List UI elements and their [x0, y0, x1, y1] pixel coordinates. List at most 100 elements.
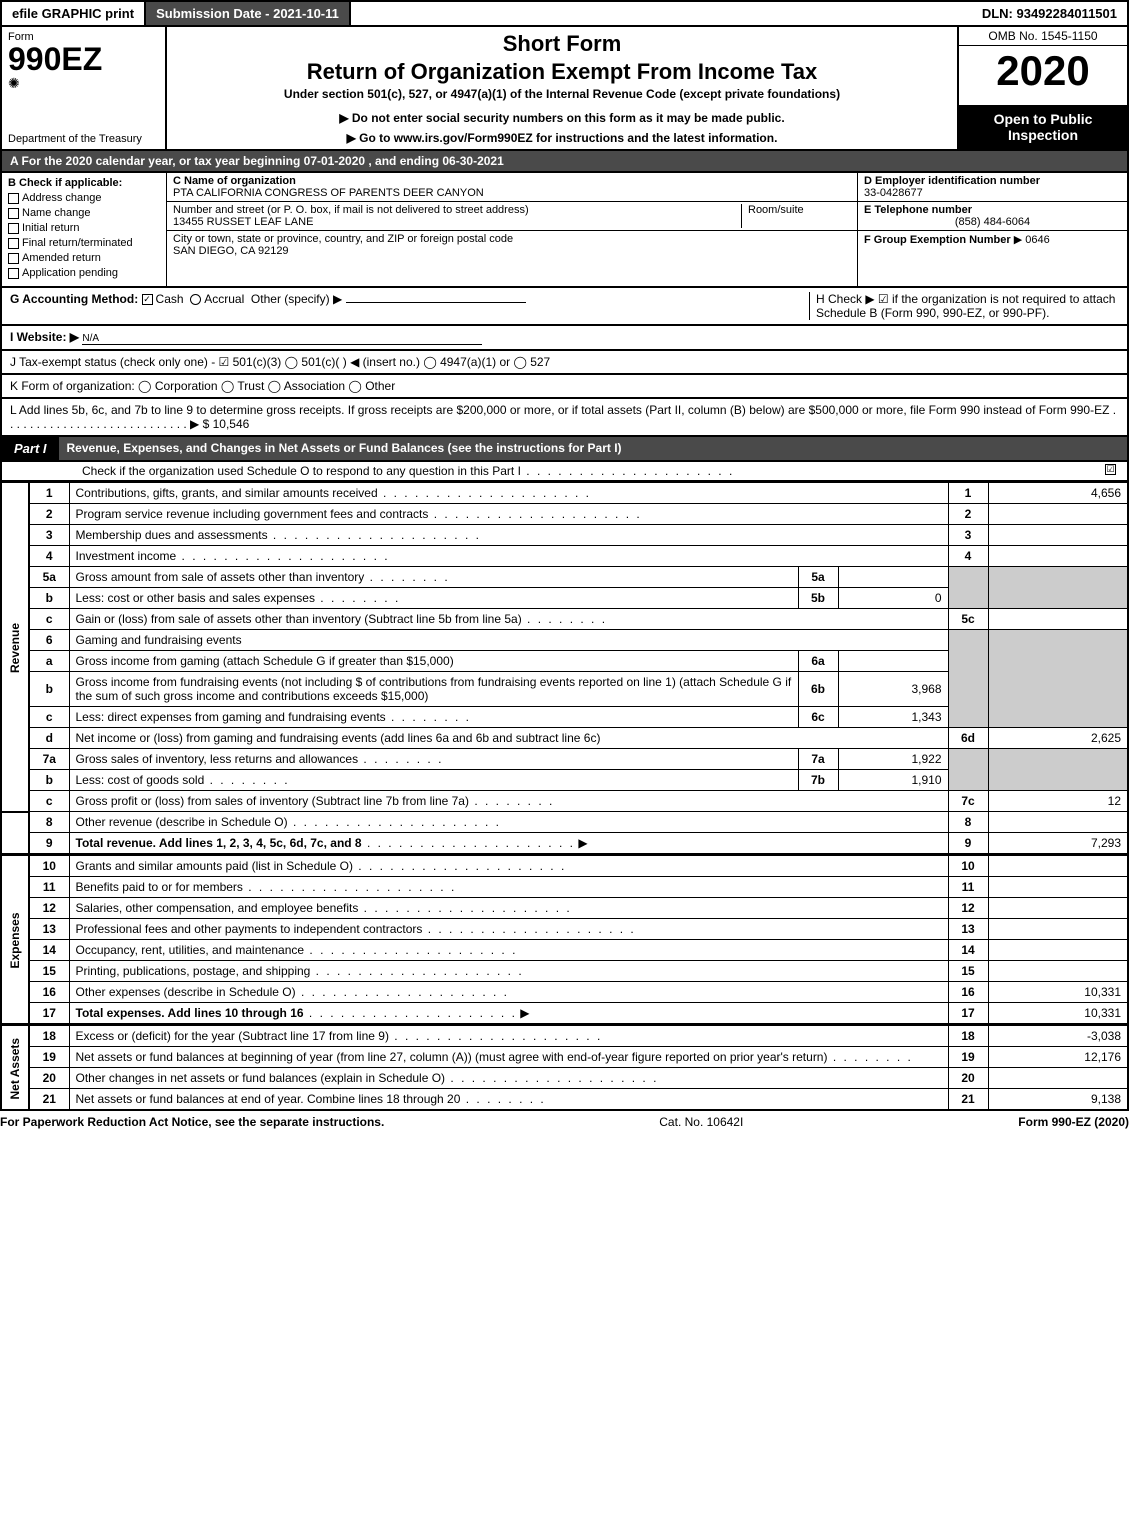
line-desc: Contributions, gifts, grants, and simila… — [69, 483, 948, 504]
org-name-value: PTA CALIFORNIA CONGRESS OF PARENTS DEER … — [173, 187, 851, 199]
form-header: Form 990EZ ✺ Department of the Treasury … — [0, 27, 1129, 151]
grey-cell — [988, 567, 1128, 609]
room-suite-label: Room/suite — [741, 204, 851, 228]
row-19: 19Net assets or fund balances at beginni… — [1, 1047, 1128, 1068]
department-label: Department of the Treasury — [8, 133, 159, 145]
period-bar: A For the 2020 calendar year, or tax yea… — [0, 151, 1129, 173]
ein-value: 33-0428677 — [864, 187, 1121, 199]
city-row: City or town, state or province, country… — [167, 231, 857, 259]
header-center: Short Form Return of Organization Exempt… — [167, 27, 957, 149]
row-7c: c Gross profit or (loss) from sales of i… — [1, 791, 1128, 812]
page-footer: For Paperwork Reduction Act Notice, see … — [0, 1111, 1129, 1133]
row-2: 2 Program service revenue including gove… — [1, 504, 1128, 525]
arrow-icon: ▶ — [578, 836, 587, 850]
group-exemption-value: ▶ 0646 — [1014, 234, 1050, 246]
box-c: C Name of organization PTA CALIFORNIA CO… — [167, 173, 857, 286]
tax-year: 2020 — [959, 46, 1127, 96]
org-name-row: C Name of organization PTA CALIFORNIA CO… — [167, 173, 857, 202]
row-14: 14Occupancy, rent, utilities, and mainte… — [1, 940, 1128, 961]
row-17: 17 Total expenses. Add lines 10 through … — [1, 1003, 1128, 1025]
line-num: 1 — [29, 483, 69, 504]
city-label: City or town, state or province, country… — [173, 233, 851, 245]
revenue-table: Revenue 1 Contributions, gifts, grants, … — [0, 482, 1129, 855]
check-application-pending[interactable]: Application pending — [8, 267, 160, 279]
efile-print-button[interactable]: efile GRAPHIC print — [2, 2, 146, 25]
grey-cell — [948, 567, 988, 609]
side-label-revenue: Revenue — [1, 483, 29, 812]
grey-cell — [988, 630, 1128, 728]
line-rnum: 1 — [948, 483, 988, 504]
return-title: Return of Organization Exempt From Incom… — [175, 59, 949, 85]
line-g: G Accounting Method: ✓Cash Accrual Other… — [10, 292, 809, 320]
row-18: Net Assets 18 Excess or (deficit) for th… — [1, 1026, 1128, 1047]
top-bar-spacer — [351, 2, 972, 25]
row-9: 9 Total revenue. Add lines 1, 2, 3, 4, 5… — [1, 833, 1128, 855]
row-4: 4 Investment income 4 — [1, 546, 1128, 567]
line-amt: 4,656 — [988, 483, 1128, 504]
arrow-icon: ▶ — [520, 1006, 529, 1020]
box-b: B Check if applicable: Address change Na… — [2, 173, 167, 286]
header-left: Form 990EZ ✺ Department of the Treasury — [2, 27, 167, 149]
box-f: F Group Exemption Number ▶ 0646 — [858, 231, 1127, 248]
treasury-seal-icon: ✺ — [8, 75, 159, 92]
website-value: N/A — [82, 333, 482, 345]
line-g-h: G Accounting Method: ✓Cash Accrual Other… — [0, 288, 1129, 326]
row-16: 16Other expenses (describe in Schedule O… — [1, 982, 1128, 1003]
row-3: 3 Membership dues and assessments 3 — [1, 525, 1128, 546]
row-10: Expenses 10 Grants and similar amounts p… — [1, 856, 1128, 877]
check-cash[interactable]: ✓ — [142, 294, 153, 305]
check-initial-return[interactable]: Initial return — [8, 222, 160, 234]
grey-cell — [948, 630, 988, 728]
line-h: H Check ▶ ☑ if the organization is not r… — [809, 292, 1119, 320]
address-row: Number and street (or P. O. box, if mail… — [167, 202, 857, 231]
row-21: 21Net assets or fund balances at end of … — [1, 1089, 1128, 1111]
address-value: 13455 RUSSET LEAF LANE — [173, 216, 741, 228]
box-d: D Employer identification number 33-0428… — [858, 173, 1127, 202]
dln-label: DLN: 93492284011501 — [972, 2, 1127, 25]
radio-accrual[interactable] — [190, 294, 201, 305]
omb-number: OMB No. 1545-1150 — [959, 27, 1127, 46]
line-k: K Form of organization: ◯ Corporation ◯ … — [0, 375, 1129, 399]
expenses-table: Expenses 10 Grants and similar amounts p… — [0, 855, 1129, 1025]
short-form-title: Short Form — [175, 31, 949, 57]
header-right: OMB No. 1545-1150 2020 Open to Public In… — [957, 27, 1127, 149]
row-8: 8 Other revenue (describe in Schedule O)… — [1, 812, 1128, 833]
row-5c: c Gain or (loss) from sale of assets oth… — [1, 609, 1128, 630]
side-label-blank — [1, 812, 29, 855]
ein-label: D Employer identification number — [864, 175, 1121, 187]
check-amended-return[interactable]: Amended return — [8, 252, 160, 264]
open-to-public-badge: Open to Public Inspection — [959, 105, 1127, 149]
part1-schedule-o-check[interactable]: ☑ — [1105, 464, 1116, 475]
other-specify: Other (specify) ▶ — [251, 292, 342, 306]
row-5a: 5a Gross amount from sale of assets othe… — [1, 567, 1128, 588]
part1-header: Part I Revenue, Expenses, and Changes in… — [0, 437, 1129, 462]
row-1: Revenue 1 Contributions, gifts, grants, … — [1, 483, 1128, 504]
line-g-label: G Accounting Method: — [10, 292, 138, 306]
check-name-change[interactable]: Name change — [8, 207, 160, 219]
netassets-table: Net Assets 18 Excess or (deficit) for th… — [0, 1025, 1129, 1111]
under-section-text: Under section 501(c), 527, or 4947(a)(1)… — [175, 87, 949, 101]
row-6: 6 Gaming and fundraising events — [1, 630, 1128, 651]
goto-instructions-text: ▶ Go to www.irs.gov/Form990EZ for instru… — [175, 131, 949, 145]
submission-date-button[interactable]: Submission Date - 2021-10-11 — [146, 2, 351, 25]
grey-cell — [988, 749, 1128, 791]
identification-block: B Check if applicable: Address change Na… — [0, 173, 1129, 288]
row-15: 15Printing, publications, postage, and s… — [1, 961, 1128, 982]
other-specify-input[interactable] — [346, 302, 526, 303]
line-i: I Website: ▶ N/A — [0, 326, 1129, 351]
line-j: J Tax-exempt status (check only one) - ☑… — [0, 351, 1129, 375]
check-final-return[interactable]: Final return/terminated — [8, 237, 160, 249]
line-l: L Add lines 5b, 6c, and 7b to line 9 to … — [0, 399, 1129, 437]
part1-sub: Check if the organization used Schedule … — [0, 462, 1129, 482]
part1-title: Revenue, Expenses, and Changes in Net As… — [59, 437, 1127, 460]
check-address-change[interactable]: Address change — [8, 192, 160, 204]
phone-label: E Telephone number — [864, 204, 1121, 216]
row-20: 20Other changes in net assets or fund ba… — [1, 1068, 1128, 1089]
city-value: SAN DIEGO, CA 92129 — [173, 245, 851, 257]
row-7a: 7a Gross sales of inventory, less return… — [1, 749, 1128, 770]
row-13: 13Professional fees and other payments t… — [1, 919, 1128, 940]
group-exemption-label: F Group Exemption Number — [864, 234, 1011, 246]
part1-tab: Part I — [2, 437, 59, 460]
part1-sub-text: Check if the organization used Schedule … — [82, 464, 734, 478]
top-bar: efile GRAPHIC print Submission Date - 20… — [0, 0, 1129, 27]
